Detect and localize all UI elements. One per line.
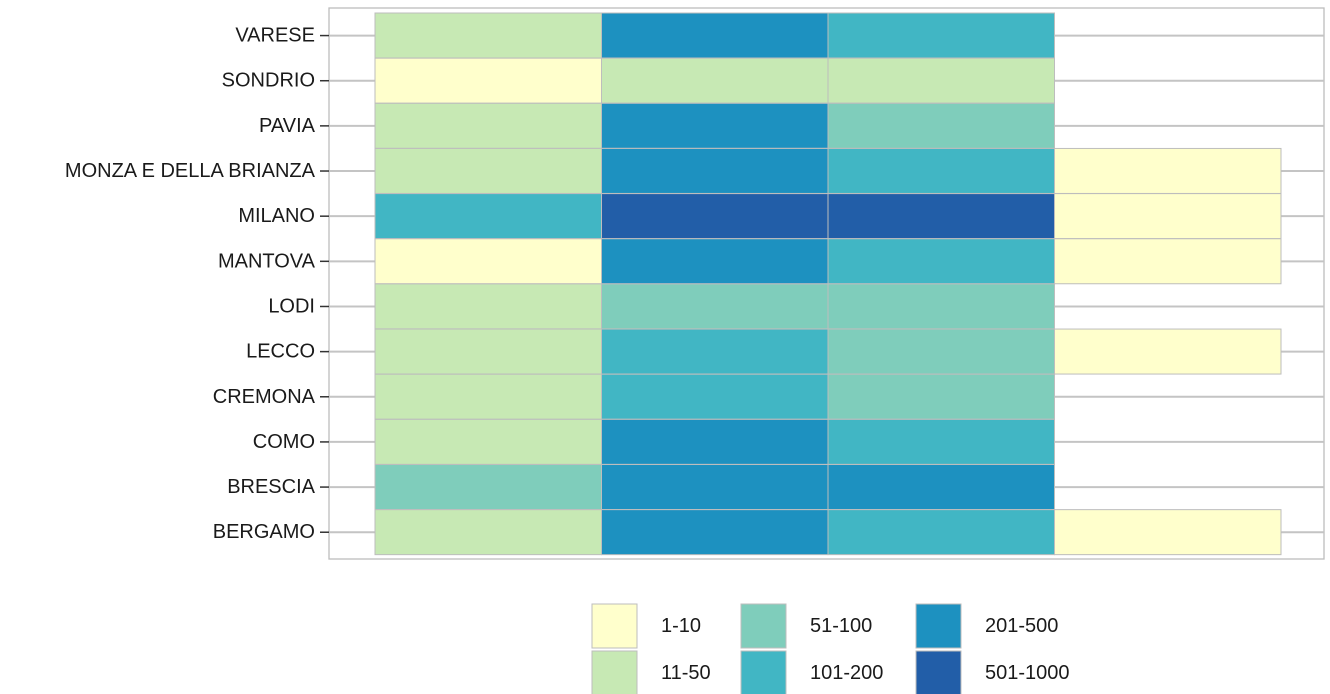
heatmap-cell: LODI: 11-50 xyxy=(374,283,602,330)
legend-label: 501-1000 xyxy=(985,662,1070,684)
legend-swatch xyxy=(591,603,638,649)
heatmap-cell: SONDRIO: 11-50 xyxy=(601,57,829,104)
heatmap-cell: VARESE: 201-500 xyxy=(601,12,829,59)
heatmap-cell: PAVIA: 51-100 xyxy=(827,102,1055,149)
heatmap-cell: CREMONA: 51-100 xyxy=(827,373,1055,420)
heatmap-cell: MONZA E DELLA BRIANZA: 101-200 xyxy=(827,147,1055,194)
heatmap-cell: CREMONA: 101-200 xyxy=(601,373,829,420)
y-tick-label: VARESE xyxy=(235,25,315,47)
heatmap-cell: BERGAMO: 1-10 xyxy=(1054,509,1282,556)
heatmap-cell: BERGAMO: 11-50 xyxy=(374,509,602,556)
heatmap-cell: LODI: 51-100 xyxy=(601,283,829,330)
heatmap-cell: MANTOVA: 201-500 xyxy=(601,238,829,285)
heatmap-cell: LECCO: 11-50 xyxy=(374,328,602,375)
legend-swatch xyxy=(591,650,638,694)
legend-label: 51-100 xyxy=(810,615,872,637)
legend: 1-10 11-50 51-100 101-200 201-500 501-1000 xyxy=(591,603,1070,694)
heatmap-cell: COMO: 201-500 xyxy=(601,418,829,465)
heatmap-cell: MONZA E DELLA BRIANZA: 201-500 xyxy=(601,147,829,194)
heatmap-cell: MILANO: 101-200 xyxy=(374,193,602,240)
heatmap-cell: SONDRIO: 1-10 xyxy=(374,57,602,104)
y-tick-label: BRESCIA xyxy=(227,476,315,498)
heatmap-cell: MILANO: 501-1000 xyxy=(827,193,1055,240)
legend-swatch xyxy=(740,650,787,694)
heatmap-cell: LECCO: 101-200 xyxy=(601,328,829,375)
heatmap-cell: BERGAMO: 201-500 xyxy=(601,509,829,556)
legend-swatch xyxy=(915,650,962,694)
heatmap-cell: MILANO: 1-10 xyxy=(1054,193,1282,240)
y-axis: VARESE SONDRIO PAVIA MONZA E DELLA BRIANZA M… xyxy=(65,25,329,543)
heatmap-cell: BERGAMO: 101-200 xyxy=(827,509,1055,556)
heatmap-cell: VARESE: 101-200 xyxy=(827,12,1055,59)
y-tick-label: LECCO xyxy=(246,341,315,363)
legend-label: 101-200 xyxy=(810,662,883,684)
y-tick-label: COMO xyxy=(253,431,315,453)
y-tick-label: MANTOVA xyxy=(218,250,316,272)
y-tick-label: LODI xyxy=(268,295,315,317)
heatmap-cell: MILANO: 501-1000 xyxy=(601,193,829,240)
heatmap-cell: BRESCIA: 51-100 xyxy=(374,464,602,510)
y-tick-label: CREMONA xyxy=(213,386,316,408)
legend-label: 201-500 xyxy=(985,615,1058,637)
y-tick-label: SONDRIO xyxy=(222,70,315,92)
heatmap-cell: VARESE: 11-50 xyxy=(374,12,602,59)
heatmap-cell: LECCO: 1-10 xyxy=(1054,328,1282,375)
y-tick-label: MILANO xyxy=(238,205,315,227)
heatmap-cell: MANTOVA: 1-10 xyxy=(374,238,602,285)
heatmap-cell: LODI: 51-100 xyxy=(827,283,1055,330)
heatmap-cell: MONZA E DELLA BRIANZA: 1-10 xyxy=(1054,147,1282,194)
heatmap-cell: BRESCIA: 201-500 xyxy=(601,464,829,510)
heatmap-cell: LECCO: 51-100 xyxy=(827,328,1055,375)
y-tick-label: PAVIA xyxy=(259,115,316,137)
heatmap-cell: MANTOVA: 1-10 xyxy=(1054,238,1282,285)
heatmap-cell: BRESCIA: 201-500 xyxy=(827,464,1055,510)
heatmap-cell: COMO: 101-200 xyxy=(827,418,1055,465)
heatmap-cell: COMO: 11-50 xyxy=(374,418,602,465)
heatmap-cells: VARESE: 11-50VARESE: 201-500VARESE: 101-… xyxy=(374,12,1282,556)
heatmap-cell: CREMONA: 11-50 xyxy=(374,373,602,420)
legend-label: 11-50 xyxy=(661,662,711,684)
y-tick-label: BERGAMO xyxy=(213,521,315,543)
legend-swatch xyxy=(740,603,787,649)
y-tick-label: MONZA E DELLA BRIANZA xyxy=(65,160,316,182)
heatmap-cell: PAVIA: 201-500 xyxy=(601,102,829,149)
heatmap-cell: PAVIA: 11-50 xyxy=(374,102,602,149)
heatmap-cell: SONDRIO: 11-50 xyxy=(827,57,1055,104)
legend-swatch xyxy=(915,603,962,649)
legend-label: 1-10 xyxy=(661,615,701,637)
heatmap-cell: MONZA E DELLA BRIANZA: 11-50 xyxy=(374,147,602,194)
heatmap-cell: MANTOVA: 101-200 xyxy=(827,238,1055,285)
